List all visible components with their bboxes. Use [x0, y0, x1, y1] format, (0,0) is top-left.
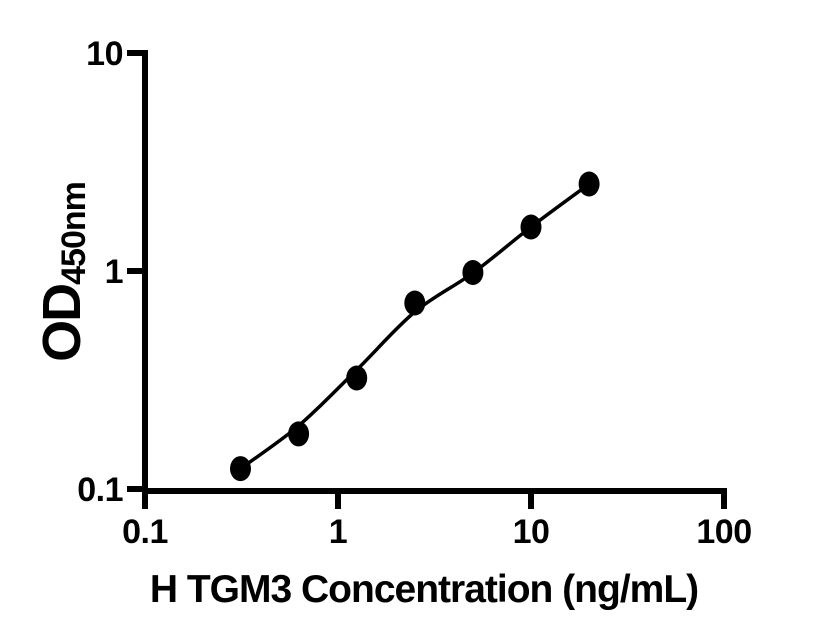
x-tick-label: 0.1 [122, 513, 168, 551]
y-axis-title-subscript: 450nm [55, 182, 93, 285]
data-point [462, 260, 484, 285]
data-point [404, 290, 426, 316]
y-tick-label: 10 [86, 35, 123, 73]
y-axis-title-main: OD [32, 285, 92, 362]
data-point [230, 456, 251, 482]
axes [142, 50, 727, 494]
data-point [288, 421, 310, 447]
svg-text:OD450nm: OD450nm [32, 182, 93, 362]
x-axis-title: H TGM3 Concentration (ng/mL) [150, 568, 698, 611]
data-points [230, 171, 600, 482]
data-point [578, 171, 600, 197]
data-point [520, 214, 542, 240]
x-tick-label: 100 [696, 513, 751, 551]
y-tick-label: 0.1 [77, 471, 123, 509]
data-point [346, 365, 368, 391]
x-tick-label: 10 [513, 513, 550, 551]
y-axis-ticks: 0.1 1 10 [77, 35, 145, 509]
y-tick-label: 1 [105, 253, 123, 291]
y-axis-title: OD450nm [32, 182, 93, 362]
x-tick-label: 1 [329, 513, 347, 551]
x-axis-ticks: 0.1 1 10 100 [122, 491, 752, 551]
